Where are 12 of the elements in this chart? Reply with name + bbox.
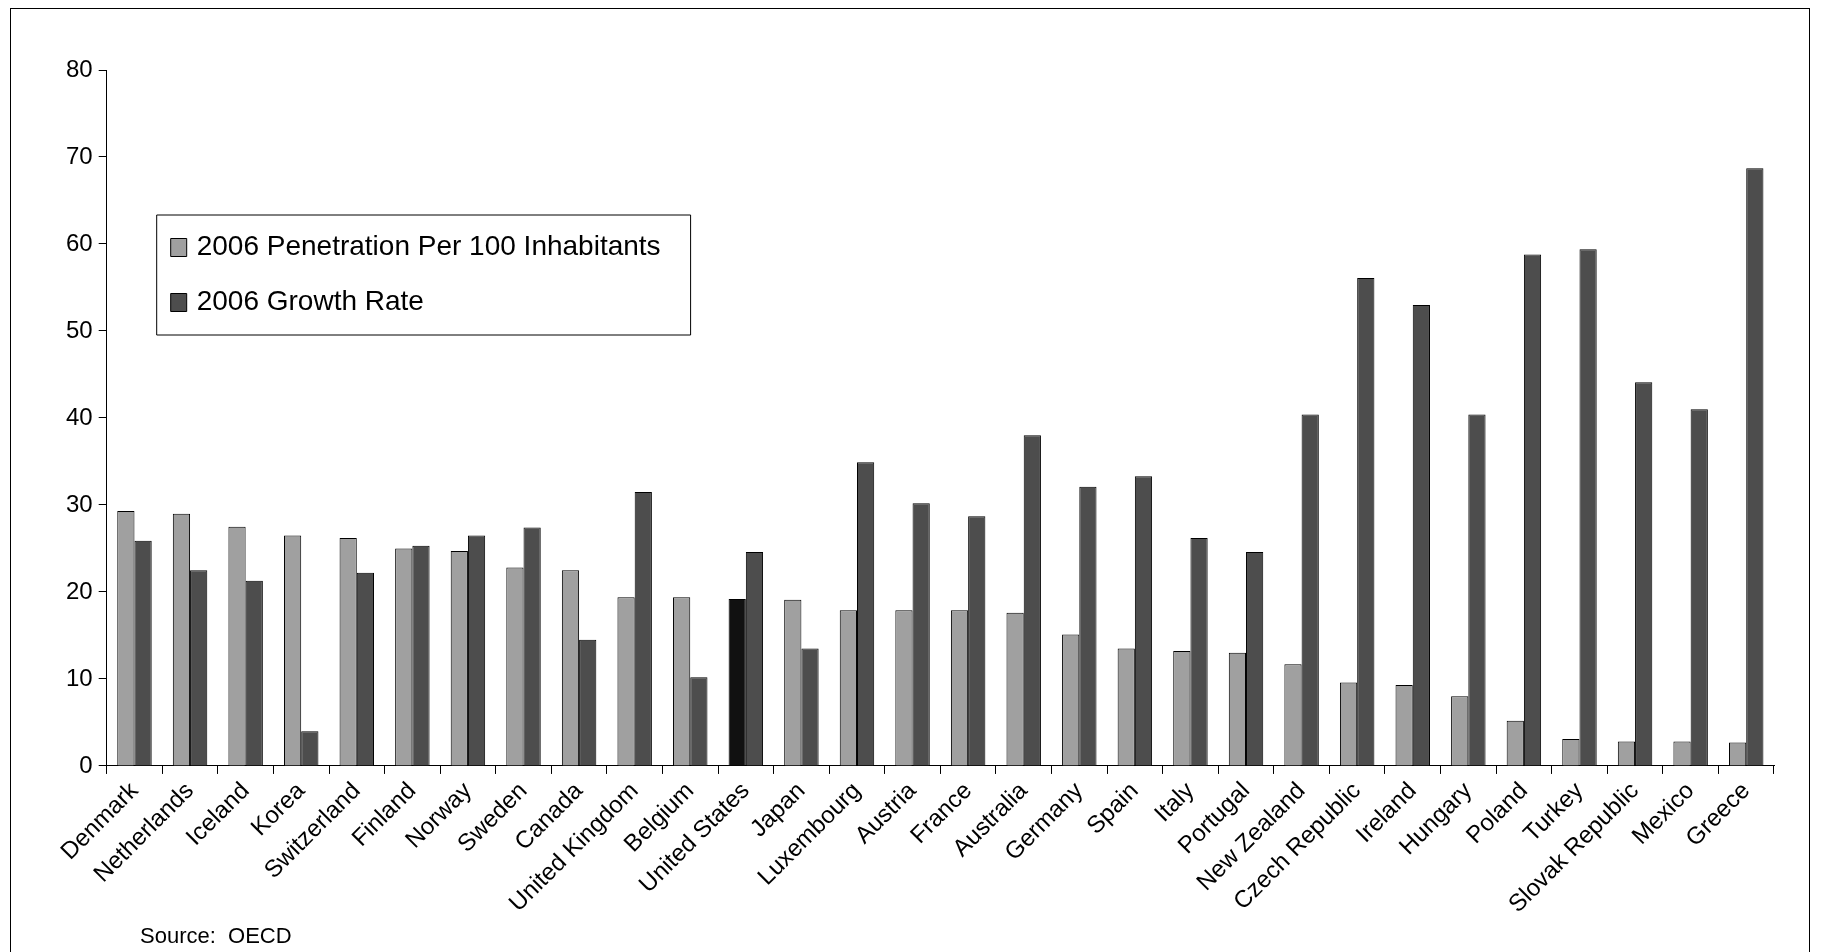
y-tick-label: 0	[79, 750, 93, 778]
y-tick-label: 20	[65, 576, 93, 604]
y-tick-label: 70	[65, 141, 93, 169]
y-tick-label: 30	[65, 489, 93, 517]
y-tick-label: 80	[65, 54, 93, 82]
y-tick-label: 50	[65, 315, 93, 343]
source-note: Source: OECD	[140, 923, 292, 949]
y-tick-label: 40	[65, 402, 93, 430]
legend-label: 2006 Penetration Per 100 Inhabitants	[196, 230, 661, 262]
y-tick-label: 10	[65, 663, 93, 691]
y-tick-label: 60	[65, 228, 93, 256]
legend-label: 2006 Growth Rate	[196, 285, 424, 317]
